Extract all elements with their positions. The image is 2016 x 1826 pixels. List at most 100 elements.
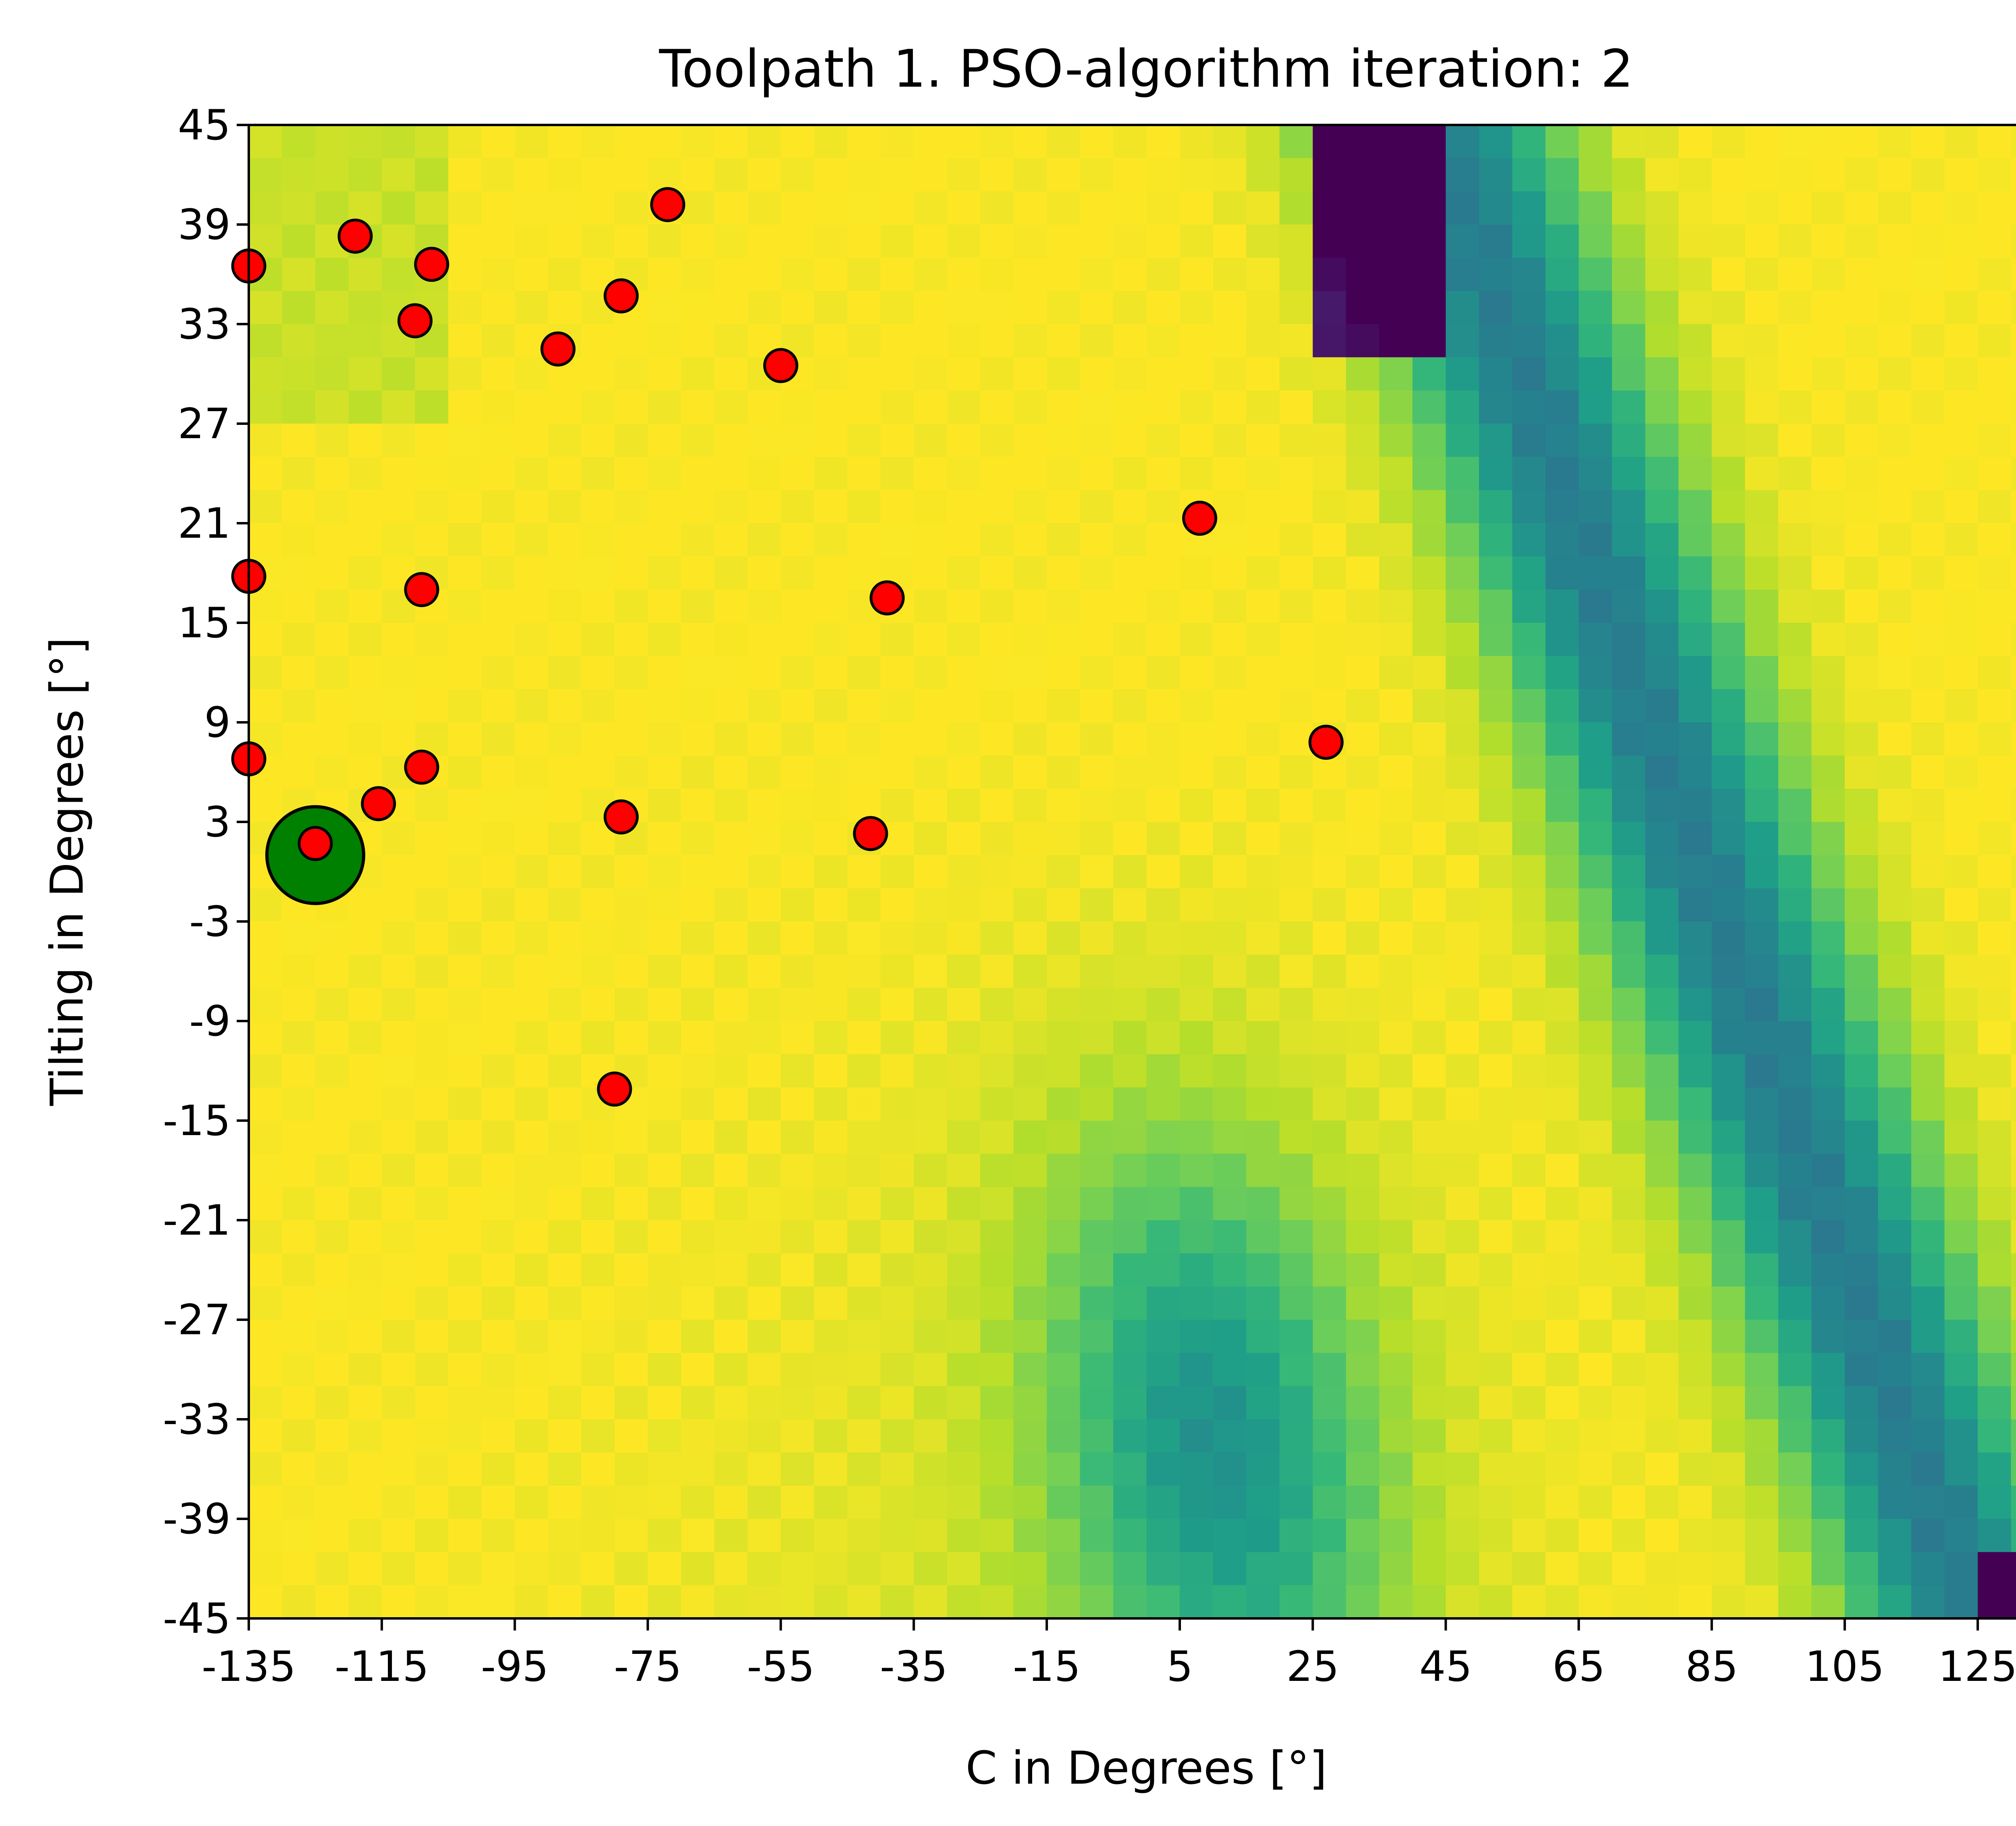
heatmap-cell: [1479, 1485, 1513, 1519]
heatmap-cell: [1512, 357, 1546, 391]
heatmap-cell: [1645, 788, 1679, 822]
heatmap-cell: [1512, 1187, 1546, 1221]
heatmap-cell: [381, 1585, 416, 1618]
heatmap-cell: [348, 1253, 382, 1287]
heatmap-cell: [481, 390, 515, 424]
heatmap-cell: [747, 158, 781, 192]
heatmap-cell: [1113, 921, 1147, 955]
heatmap-cell: [814, 1485, 848, 1519]
heatmap-cell: [980, 1054, 1014, 1088]
heatmap-cell: [2011, 855, 2016, 889]
heatmap-cell: [1279, 357, 1313, 391]
heatmap-cell: [249, 888, 283, 922]
heatmap-cell: [1845, 556, 1879, 590]
heatmap-cell: [1712, 291, 1745, 324]
heatmap-cell: [415, 988, 449, 1021]
heatmap-cell: [2011, 291, 2016, 324]
heatmap-cell: [548, 390, 582, 424]
heatmap-cell: [1811, 1220, 1845, 1254]
heatmap-cell: [1579, 1021, 1612, 1055]
heatmap-cell: [747, 1552, 781, 1586]
heatmap-cell: [814, 1519, 848, 1553]
heatmap-cell: [1845, 955, 1879, 988]
heatmap-cell: [947, 689, 981, 723]
heatmap-cell: [1612, 523, 1646, 557]
heatmap-cell: [947, 457, 981, 491]
heatmap-cell: [1479, 656, 1513, 690]
heatmap-cell: [249, 1220, 283, 1254]
heatmap-cell: [1545, 689, 1579, 723]
heatmap-cell: [2011, 457, 2016, 491]
heatmap-cell: [1612, 755, 1646, 789]
heatmap-cell: [781, 1585, 814, 1618]
heatmap-cell: [1878, 623, 1912, 657]
heatmap-cell: [1047, 623, 1081, 657]
heatmap-cell: [448, 1253, 482, 1287]
heatmap-cell: [1479, 158, 1513, 192]
heatmap-cell: [1579, 855, 1612, 889]
heatmap-cell: [1612, 1121, 1646, 1154]
heatmap-cell: [1146, 888, 1180, 922]
heatmap-cell: [581, 988, 615, 1021]
heatmap-cell: [1445, 1485, 1480, 1519]
heatmap-cell: [614, 556, 648, 590]
heatmap-cell: [1845, 357, 1879, 391]
heatmap-cell: [747, 1087, 781, 1121]
heatmap-cell: [1213, 822, 1247, 856]
heatmap-cell: [514, 523, 549, 557]
heatmap-cell: [714, 125, 748, 159]
heatmap-cell: [814, 523, 848, 557]
heatmap-cell: [1978, 656, 2012, 690]
heatmap-cell: [1445, 1021, 1480, 1055]
heatmap-cell: [614, 955, 648, 988]
heatmap-cell: [315, 1253, 349, 1287]
heatmap-cell: [315, 623, 349, 657]
heatmap-cell: [315, 1121, 349, 1154]
heatmap-cell: [1678, 921, 1712, 955]
heatmap-cell: [581, 1121, 615, 1154]
heatmap-cell: [947, 755, 981, 789]
heatmap-cell: [1778, 424, 1812, 458]
heatmap-cell: [1346, 1220, 1380, 1254]
heatmap-cell: [2011, 225, 2016, 258]
heatmap-cell: [1279, 855, 1313, 889]
heatmap-cell: [448, 523, 482, 557]
heatmap-cell: [381, 1253, 416, 1287]
heatmap-cell: [1013, 1353, 1048, 1387]
heatmap-cell: [1047, 1286, 1081, 1320]
heatmap-cell: [1013, 1519, 1048, 1553]
heatmap-cell: [315, 1154, 349, 1188]
heatmap-cell: [1047, 291, 1081, 324]
heatmap-cell: [1678, 191, 1712, 225]
heatmap-cell: [1113, 490, 1147, 524]
heatmap-cell: [1179, 1552, 1214, 1586]
heatmap-cell: [614, 1121, 648, 1154]
heatmap-cell: [1379, 523, 1413, 557]
heatmap-cell: [1146, 125, 1180, 159]
heatmap-cell: [1678, 1386, 1712, 1420]
heatmap-cell: [1645, 656, 1679, 690]
heatmap-cell: [1811, 788, 1845, 822]
heatmap-cell: [1545, 955, 1579, 988]
heatmap-cell: [947, 1353, 981, 1387]
x-tick-label: 65: [1552, 1643, 1605, 1691]
heatmap-cell: [1811, 689, 1845, 723]
heatmap-cell: [481, 589, 515, 623]
heatmap-cell: [1213, 1320, 1247, 1354]
heatmap-cell: [714, 258, 748, 291]
heatmap-cell: [1845, 921, 1879, 955]
heatmap-cell: [1213, 689, 1247, 723]
heatmap-cell: [282, 1121, 316, 1154]
heatmap-cell: [747, 656, 781, 690]
heatmap-cell: [1047, 390, 1081, 424]
heatmap-cell: [1612, 1021, 1646, 1055]
heatmap-cell: [781, 1519, 814, 1553]
heatmap-cell: [648, 1121, 682, 1154]
heatmap-cell: [348, 689, 382, 723]
heatmap-cell: [1379, 158, 1413, 192]
heatmap-cell: [1179, 1419, 1214, 1453]
heatmap-cell: [1778, 390, 1812, 424]
heatmap-cell: [1845, 722, 1879, 756]
heatmap-cell: [381, 523, 416, 557]
